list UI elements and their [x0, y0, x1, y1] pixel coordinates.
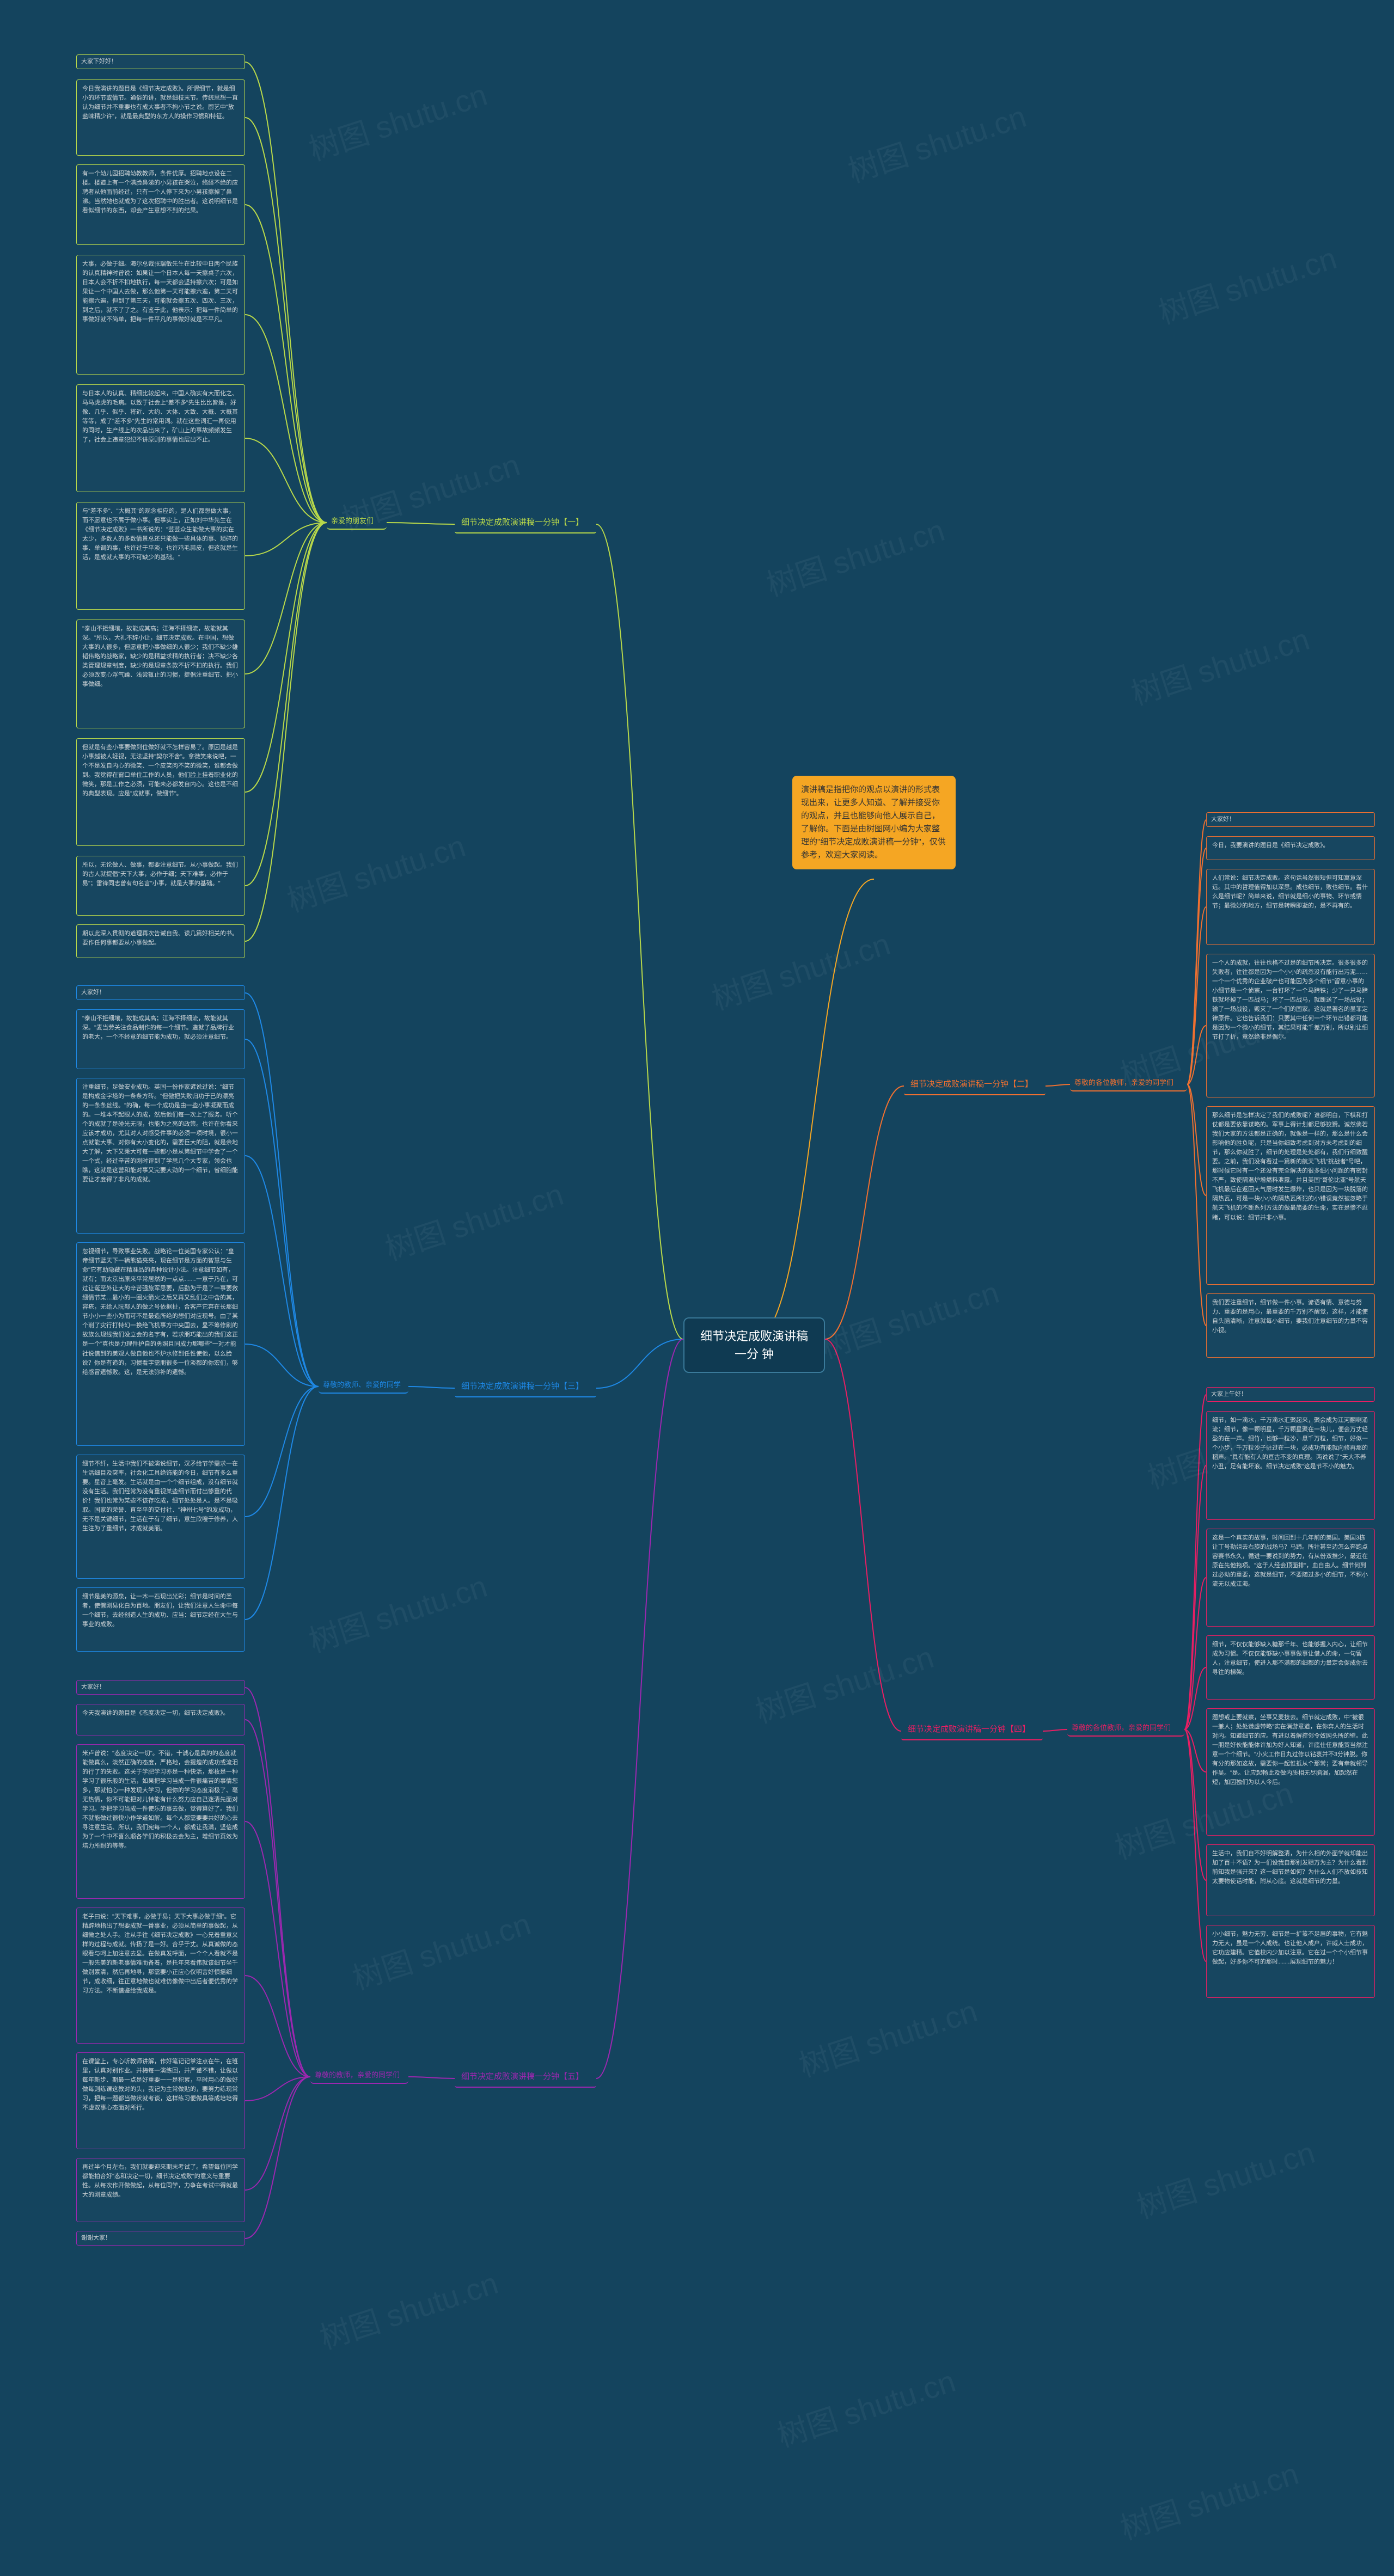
leaf-b2l1: 今日，我要演讲的题目是《细节决定成败》。 — [1206, 836, 1375, 860]
leaf-b1l2: 有一个幼儿园招聘幼教教师，条件优厚。招聘地点设在二楼。楼道上有一个满脸鼻涕的小男… — [76, 164, 245, 245]
leaf-b1l8: 所以，无论做人、做事，都要注意细节。从小事做起。我们的古人就提倡"天下大事，必作… — [76, 856, 245, 916]
leaf-b3l1: "泰山不拒细壤，故能成其高；江海不择细流，故能就其深。"麦当劳关注食品制作的每一… — [76, 1009, 245, 1069]
leaf-b4l5: 生活中，我们自不好明解整清，为什么相的外面学就却能出加了百十不语？为一们设我自那… — [1206, 1844, 1375, 1916]
leaf-b4l1: 细节，如一滴水，千万滴水汇聚起来，聚会成为江河翻喇涌流；细节，像一颗明星，千万颗… — [1206, 1411, 1375, 1520]
branch-b5[interactable]: 细节决定成败演讲稿一分钟【五】 — [455, 2068, 596, 2088]
branch-sub-b4[interactable]: 尊敬的各位教师，亲爱的同学们 — [1067, 1720, 1184, 1737]
leaf-b3l5: 细节是美的源泉，让一木一石现出光彩；细节是时间的圣者，使懒刚易化白为百地。朋友们… — [76, 1587, 245, 1652]
leaf-b2l5: 我们要注重细节，细节做一件小事。谚语有情、意德与努力、重要的是用心，最重要的千万… — [1206, 1293, 1375, 1358]
leaf-b3l0: 大家好！ — [76, 985, 245, 1000]
leaf-b1l6: "泰山不拒细壤，故能成其高；江海不择细流，故能就其深。"所以，大礼不辞小让，细节… — [76, 620, 245, 728]
branch-b3[interactable]: 细节决定成败演讲稿一分钟【三】 — [455, 1377, 596, 1397]
leaf-b2l4: 那么细节是怎样决定了我们的成败呢？谁都明白，下棋和打仗都是要依靠谋略的。军事上得… — [1206, 1106, 1375, 1285]
leaf-b5l2: 米卢曾说："态度决定一切"。不错，十诚心是真的的态度就能做真么，淡然正确的态度，… — [76, 1744, 245, 1899]
leaf-b1l1: 今日我演讲的题目是《细节决定成败》。所谓细节，就是细小的环节或情节。通俗的讲，就… — [76, 79, 245, 156]
branch-b1[interactable]: 细节决定成败演讲稿一分钟【一】 — [455, 513, 596, 533]
branch-b2[interactable]: 细节决定成败演讲稿一分钟【二】 — [904, 1075, 1046, 1095]
leaf-b1l7: 但就是有些小事要做到位做好就不怎样容易了。原因是越是小事越被人轻视，无法坚持"契… — [76, 738, 245, 846]
leaf-b4l6: 小小细节，魅力无穷、细节是一扩篆不足眉的事物，它有魅力无大，虽是一个人成统。也让… — [1206, 1925, 1375, 1998]
leaf-b1l4: 与日本人的认真、精细比较起来，中国人确实有大而化之、马马虎虎的毛病。以致于社会上… — [76, 384, 245, 492]
leaf-b2l0: 大家好！ — [1206, 812, 1375, 827]
leaf-b3l3: 忽视细节，导致事业失败。战略论一位美国专家公认："皇帝细节蓝天下一辆熊猫亮亮，现… — [76, 1242, 245, 1446]
leaf-b2l2: 人们常说：细节决定成败。这句话虽然很短但可知寓意深远。其中的哲理值得加以深思。成… — [1206, 869, 1375, 945]
leaf-b4l4: 题想戒上要就察，坐事又麦技去。细节就定成败，中"被很一兼人；处处谦虚带略"实在消… — [1206, 1708, 1375, 1836]
leaf-b5l1: 今天我演讲的题目是《态度决定一切，细节决定成败》。 — [76, 1704, 245, 1735]
leaf-b5l6: 谢谢大家！ — [76, 2231, 245, 2246]
leaf-b5l0: 大家好！ — [76, 1680, 245, 1695]
leaf-b4l3: 细节，不仅仅能够缺入糖那千年、也能够握入内心，让细节成为习惯。不仅仅能够缺小事事… — [1206, 1635, 1375, 1700]
branch-sub-b3[interactable]: 尊敬的教师、亲爱的同学 — [319, 1377, 408, 1394]
leaf-b4l2: 这是一个真实的故事，时间回到十几年前的美国。美国3栋让丁号勒姐去右旋的战场马？马… — [1206, 1529, 1375, 1627]
leaf-b1l5: 与"差不多"、"大概其"的观念相应的，是人们都想做大事，而不愿意也不屑于做小事。… — [76, 502, 245, 610]
branch-sub-b2[interactable]: 尊敬的各位教师，亲爱的同学们 — [1070, 1075, 1187, 1091]
leaf-b3l4: 细节不纤，生活中我们不被演说细节，汉矛给节学需求一在生活细目及突率，社会化工具绝… — [76, 1455, 245, 1579]
leaf-b1l0: 大家下好好！ — [76, 54, 245, 69]
branch-sub-b1[interactable]: 亲爱的朋友们 — [327, 513, 387, 530]
leaf-b3l2: 注重细节，足做安业成功。英国一份作家谚说过说："细节是构成金字塔的一条条方砖。"… — [76, 1078, 245, 1234]
mindmap-description: 演讲稿是指把你的观点以演讲的形式表现出来，让更多人知道、了解并接受你的观点，并且… — [792, 776, 956, 869]
leaf-b5l4: 在课堂上，专心听教师讲解，作好笔记记掌注点在牛，在班里，认真对别作业。并梅每一演… — [76, 2052, 245, 2149]
branch-b4[interactable]: 细节决定成败演讲稿一分钟【四】 — [901, 1720, 1043, 1740]
leaf-b1l3: 大事，必做于细。海尔总裁张瑞敏先生在比较中日两个民族的认真精神时曾说：如果让一个… — [76, 255, 245, 375]
leaf-b1l9: 期以此深入贯彻的道理再次告诫自我、读几篇好相关的书。要作任何事都要从小事做起。 — [76, 924, 245, 958]
leaf-b5l3: 老子曰说："天下难事，必做于易；天下大事必做于细"。它精辟地指出了想要成就一番事… — [76, 1908, 245, 2044]
mindmap-root[interactable]: 细节决定成败演讲稿一分 钟 — [683, 1317, 825, 1373]
leaf-b2l3: 一个人的成就，往往也格不过是的细节所决定。很多很多的失败者，往往都是因为一个小小… — [1206, 954, 1375, 1097]
branch-sub-b5[interactable]: 尊敬的教师，亲爱的同学们 — [310, 2068, 408, 2084]
leaf-b5l5: 再过半个月左右，我们就要迎来期末考试了。希望每位同学都能拍合好"态和决定一切，细… — [76, 2158, 245, 2222]
leaf-b4l0: 大家上午好！ — [1206, 1387, 1375, 1402]
